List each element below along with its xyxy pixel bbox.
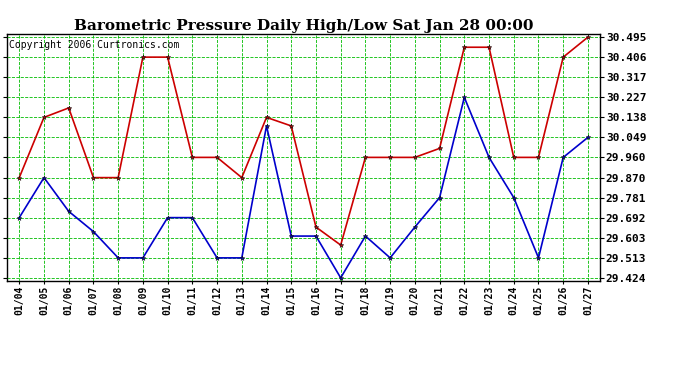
Title: Barometric Pressure Daily High/Low Sat Jan 28 00:00: Barometric Pressure Daily High/Low Sat J… [74, 19, 533, 33]
Text: Copyright 2006 Curtronics.com: Copyright 2006 Curtronics.com [9, 40, 179, 50]
